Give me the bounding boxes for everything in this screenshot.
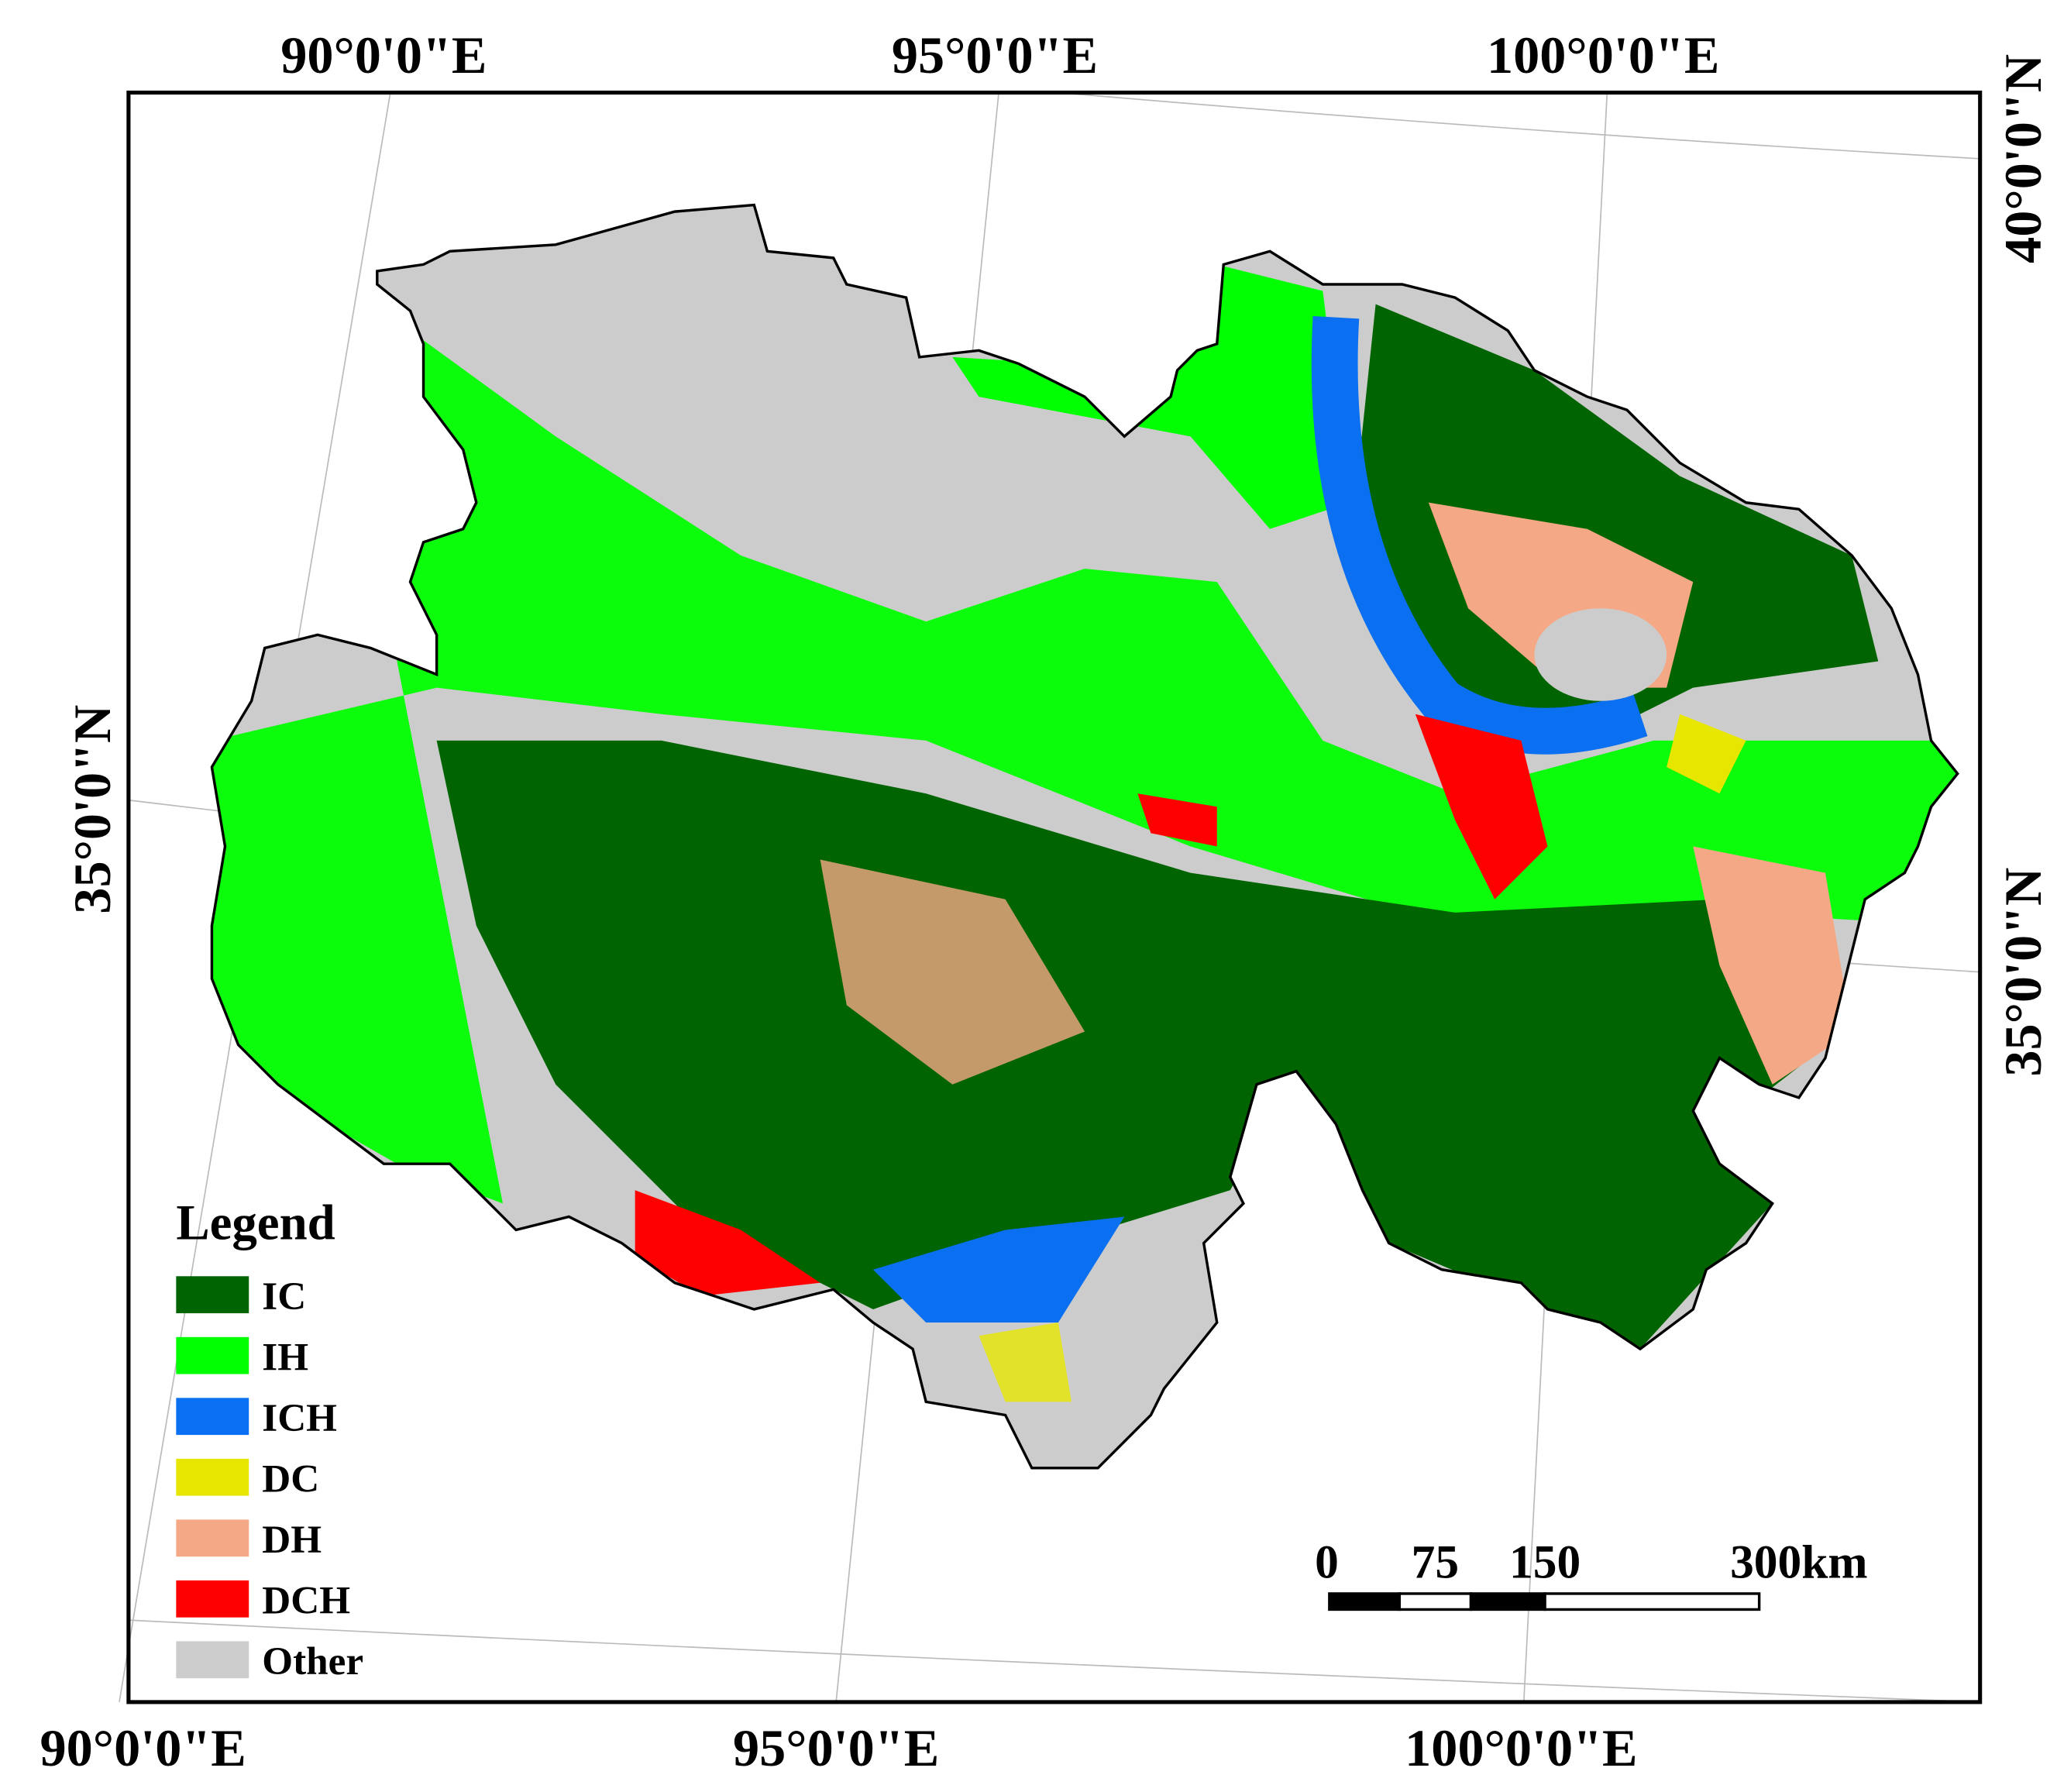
legend-swatch: [176, 1276, 249, 1314]
dch-area: [1137, 793, 1217, 847]
scale-segment: [1543, 1592, 1761, 1611]
ich-area: [1311, 316, 1648, 755]
graticule-line: [128, 1619, 1980, 1703]
legend-label: Other: [262, 1639, 363, 1684]
legend-label: IH: [262, 1335, 308, 1379]
scale-segment: [1398, 1592, 1473, 1611]
scale-segment: [1328, 1592, 1402, 1611]
dch-area: [635, 1190, 820, 1296]
legend-swatch: [176, 1641, 249, 1679]
scale-bar: [1328, 1592, 1761, 1611]
longitude-label: 95°0'0"E: [892, 26, 1098, 84]
legend-swatch: [176, 1336, 249, 1374]
scale-segment: [1469, 1592, 1546, 1611]
legend-label: IC: [262, 1274, 306, 1319]
latitude-label: 35°0'0"N: [1993, 868, 2052, 1077]
scale-label: 0: [1315, 1536, 1339, 1588]
dch-area: [1415, 714, 1548, 899]
longitude-label: 95°0'0"E: [733, 1718, 939, 1777]
latitude-label: 35°0'0"N: [63, 705, 122, 914]
legend-swatch: [176, 1580, 249, 1618]
legend-label: DCH: [262, 1579, 350, 1623]
ic-area: [436, 740, 1879, 1350]
graticule-line: [1058, 91, 1980, 160]
legend-swatch: [176, 1458, 249, 1496]
dc-area: [979, 1323, 1071, 1402]
dc-area: [1667, 714, 1746, 794]
legend-swatch: [176, 1519, 249, 1557]
scale-label: 300km: [1730, 1536, 1868, 1588]
dh-area: [1693, 846, 1852, 1085]
dh-area: [820, 859, 1085, 1085]
latitude-label: 40°0'0"N: [1993, 54, 2052, 263]
ic-area: [1349, 304, 1879, 741]
legend-label: DH: [262, 1518, 322, 1562]
map-frame: [126, 90, 1983, 1704]
ih-area: [212, 330, 1958, 1204]
legend-label: ICH: [262, 1396, 337, 1440]
scale-label: 150: [1509, 1536, 1581, 1588]
longitude-label: 90°0'0"E: [40, 1718, 246, 1777]
ich-area: [872, 1216, 1125, 1323]
longitude-label: 100°0'0"E: [1487, 26, 1719, 84]
legend-label: DC: [262, 1457, 319, 1501]
longitude-label: 90°0'0"E: [280, 26, 487, 84]
legend-title: Legend: [176, 1195, 335, 1250]
legend-swatch: [176, 1398, 249, 1436]
longitude-label: 100°0'0"E: [1405, 1718, 1637, 1777]
scale-label: 75: [1412, 1536, 1459, 1588]
lake: [1534, 608, 1667, 701]
